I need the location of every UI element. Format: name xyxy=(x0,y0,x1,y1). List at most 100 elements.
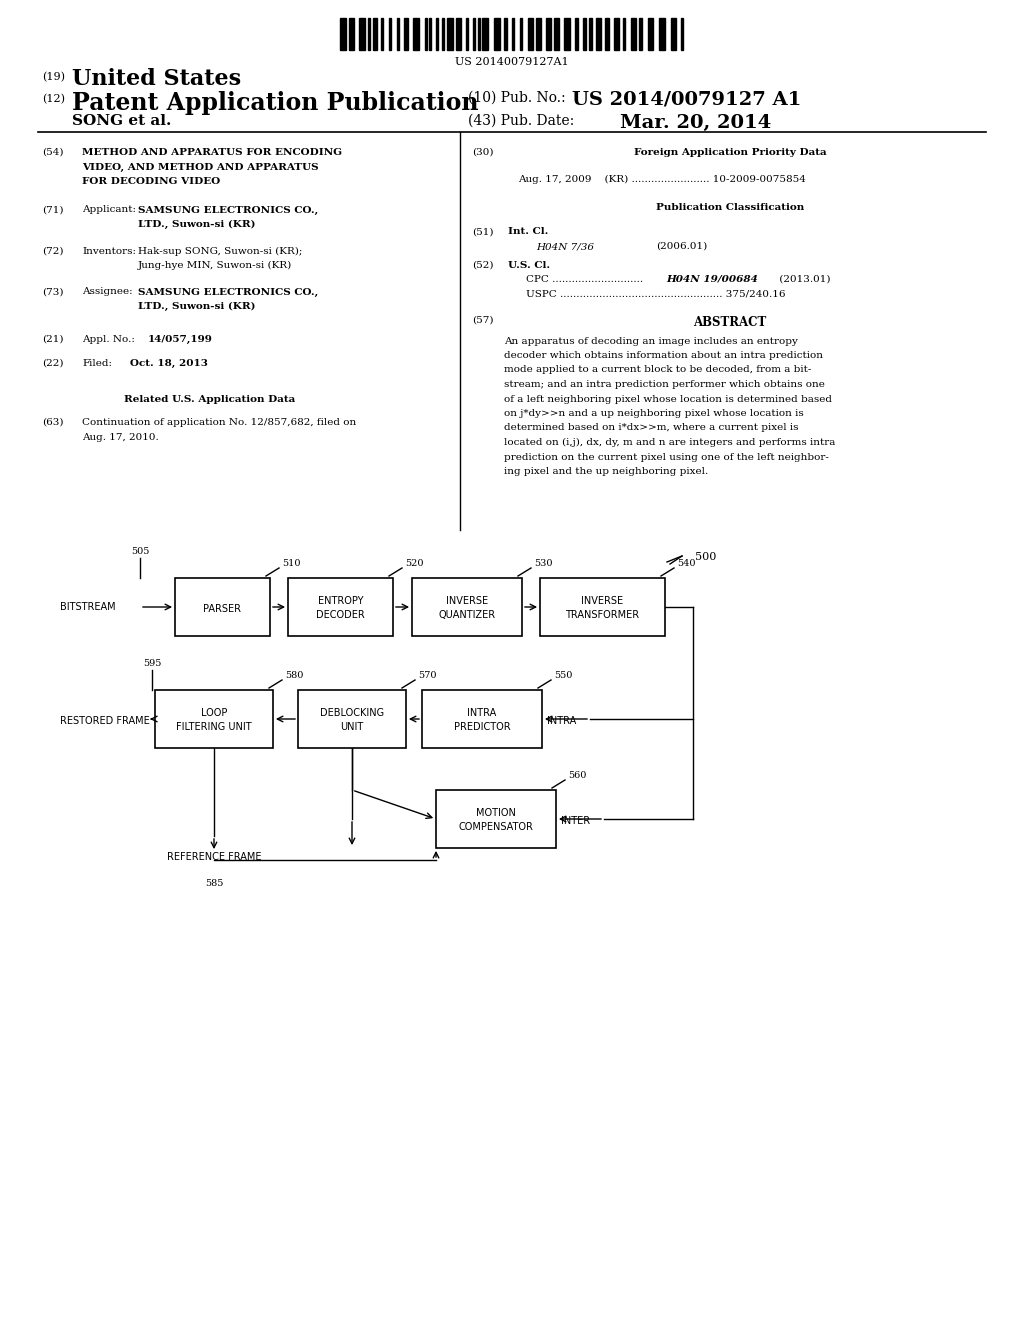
Bar xyxy=(288,578,393,636)
Bar xyxy=(413,18,419,50)
Bar xyxy=(536,18,541,50)
Text: Related U.S. Application Data: Related U.S. Application Data xyxy=(124,396,296,404)
Text: PARSER: PARSER xyxy=(204,605,242,614)
Text: 540: 540 xyxy=(677,558,695,568)
Text: Oct. 18, 2013: Oct. 18, 2013 xyxy=(130,359,208,368)
Text: INTRA: INTRA xyxy=(467,708,497,718)
Text: 580: 580 xyxy=(285,671,303,680)
Bar xyxy=(447,18,453,50)
Text: INTRA: INTRA xyxy=(547,715,577,726)
Text: QUANTIZER: QUANTIZER xyxy=(438,610,496,620)
Text: TRANSFORMER: TRANSFORMER xyxy=(565,610,640,620)
Text: Mar. 20, 2014: Mar. 20, 2014 xyxy=(620,114,771,132)
Bar xyxy=(623,18,625,50)
Text: INTER: INTER xyxy=(561,816,590,826)
Text: Filed:: Filed: xyxy=(82,359,112,368)
Text: Assignee:: Assignee: xyxy=(82,288,133,297)
Text: Jung-hye MIN, Suwon-si (KR): Jung-hye MIN, Suwon-si (KR) xyxy=(138,261,292,271)
Text: USPC .................................................. 375/240.16: USPC ...................................… xyxy=(526,289,785,298)
Bar xyxy=(605,18,609,50)
Text: stream; and an intra prediction performer which obtains one: stream; and an intra prediction performe… xyxy=(504,380,825,389)
Text: 500: 500 xyxy=(695,552,717,562)
Text: (71): (71) xyxy=(42,206,63,214)
Bar xyxy=(528,18,534,50)
Text: INVERSE: INVERSE xyxy=(445,597,488,606)
Text: SAMSUNG ELECTRONICS CO.,: SAMSUNG ELECTRONICS CO., xyxy=(138,288,318,297)
Bar xyxy=(554,18,559,50)
Bar xyxy=(583,18,586,50)
Text: SONG et al.: SONG et al. xyxy=(72,114,171,128)
Text: REFERENCE FRAME: REFERENCE FRAME xyxy=(167,851,261,862)
Text: decoder which obtains information about an intra prediction: decoder which obtains information about … xyxy=(504,351,823,360)
Bar xyxy=(368,18,370,50)
Text: 505: 505 xyxy=(131,546,150,556)
Bar xyxy=(520,18,522,50)
Text: on j*dy>>n and a up neighboring pixel whose location is: on j*dy>>n and a up neighboring pixel wh… xyxy=(504,409,804,418)
Bar xyxy=(429,18,431,50)
Bar xyxy=(404,18,408,50)
Bar xyxy=(671,18,676,50)
Text: Aug. 17, 2010.: Aug. 17, 2010. xyxy=(82,433,159,441)
Text: DEBLOCKING: DEBLOCKING xyxy=(319,708,384,718)
Text: (72): (72) xyxy=(42,247,63,256)
Text: FILTERING UNIT: FILTERING UNIT xyxy=(176,722,252,733)
Bar xyxy=(436,789,556,847)
Bar xyxy=(659,18,665,50)
Bar xyxy=(639,18,642,50)
Text: FOR DECODING VIDEO: FOR DECODING VIDEO xyxy=(82,177,220,186)
Text: ing pixel and the up neighboring pixel.: ing pixel and the up neighboring pixel. xyxy=(504,467,709,477)
Bar xyxy=(298,690,406,748)
Text: 14/057,199: 14/057,199 xyxy=(148,334,213,343)
Bar xyxy=(340,18,346,50)
Text: (10) Pub. No.:: (10) Pub. No.: xyxy=(468,91,570,106)
Text: Applicant:: Applicant: xyxy=(82,206,139,214)
Text: H04N 19/00684: H04N 19/00684 xyxy=(666,275,758,284)
Text: (2006.01): (2006.01) xyxy=(656,242,708,251)
Text: US 20140079127A1: US 20140079127A1 xyxy=(456,57,568,67)
Bar xyxy=(359,18,365,50)
Text: RESTORED FRAME: RESTORED FRAME xyxy=(60,715,150,726)
Text: Continuation of application No. 12/857,682, filed on: Continuation of application No. 12/857,6… xyxy=(82,418,356,426)
Text: (51): (51) xyxy=(472,227,494,236)
Bar xyxy=(466,18,468,50)
Bar xyxy=(631,18,636,50)
Text: Patent Application Publication: Patent Application Publication xyxy=(72,91,478,115)
Text: ENTROPY: ENTROPY xyxy=(317,597,364,606)
Bar xyxy=(482,18,488,50)
Text: (54): (54) xyxy=(42,148,63,157)
Bar xyxy=(155,690,273,748)
Text: Hak-sup SONG, Suwon-si (KR);: Hak-sup SONG, Suwon-si (KR); xyxy=(138,247,302,256)
Text: U.S. Cl.: U.S. Cl. xyxy=(508,260,550,269)
Text: 520: 520 xyxy=(406,558,424,568)
Text: BITSTREAM: BITSTREAM xyxy=(60,602,116,612)
Text: METHOD AND APPARATUS FOR ENCODING: METHOD AND APPARATUS FOR ENCODING xyxy=(82,148,342,157)
Text: 570: 570 xyxy=(418,671,436,680)
Text: An apparatus of decoding an image includes an entropy: An apparatus of decoding an image includ… xyxy=(504,337,798,346)
Text: LOOP: LOOP xyxy=(201,708,227,718)
Text: (21): (21) xyxy=(42,334,63,343)
Text: (2013.01): (2013.01) xyxy=(776,275,830,284)
Text: 560: 560 xyxy=(568,771,587,780)
Text: Publication Classification: Publication Classification xyxy=(656,203,804,213)
Bar xyxy=(596,18,601,50)
Text: (12): (12) xyxy=(42,94,65,104)
Text: (19): (19) xyxy=(42,73,65,82)
Text: 585: 585 xyxy=(205,879,223,887)
Bar xyxy=(546,18,551,50)
Text: DECODER: DECODER xyxy=(316,610,365,620)
Text: VIDEO, AND METHOD AND APPARATUS: VIDEO, AND METHOD AND APPARATUS xyxy=(82,162,318,172)
Bar xyxy=(504,18,507,50)
Text: (73): (73) xyxy=(42,288,63,297)
Bar xyxy=(540,578,665,636)
Bar xyxy=(373,18,377,50)
Text: UNIT: UNIT xyxy=(340,722,364,733)
Text: LTD., Suwon-si (KR): LTD., Suwon-si (KR) xyxy=(138,220,256,230)
Text: SAMSUNG ELECTRONICS CO.,: SAMSUNG ELECTRONICS CO., xyxy=(138,206,318,215)
Text: determined based on i*dx>>m, where a current pixel is: determined based on i*dx>>m, where a cur… xyxy=(504,424,799,433)
Bar xyxy=(473,18,475,50)
Text: 510: 510 xyxy=(282,558,300,568)
Bar xyxy=(349,18,354,50)
Text: Int. Cl.: Int. Cl. xyxy=(508,227,549,236)
Text: located on (i,j), dx, dy, m and n are integers and performs intra: located on (i,j), dx, dy, m and n are in… xyxy=(504,438,836,447)
Bar xyxy=(175,578,270,636)
